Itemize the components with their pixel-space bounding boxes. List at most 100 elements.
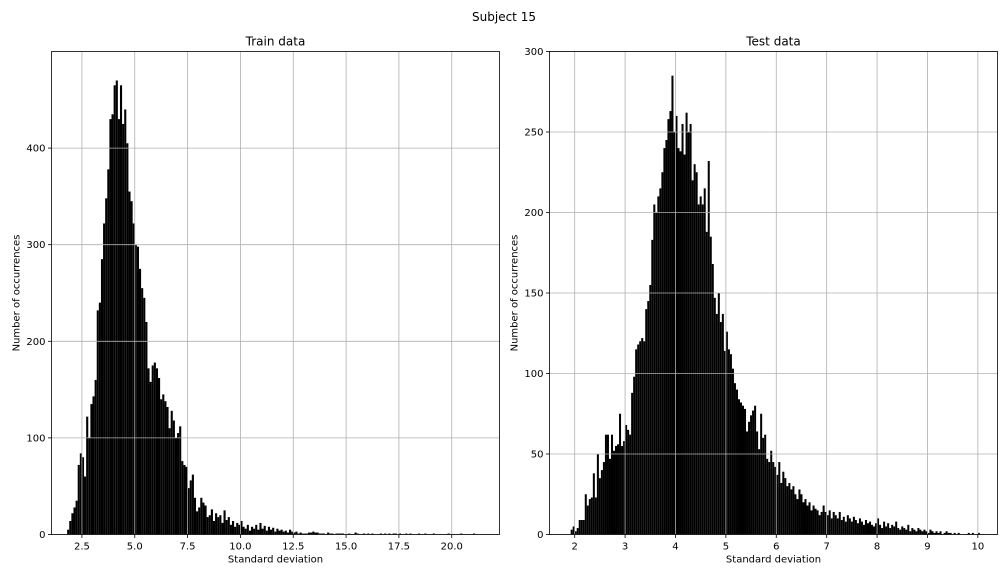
histogram-bar [329,533,332,535]
histogram-bar [800,494,803,535]
histogram-bar [189,480,192,535]
histogram-bar [850,521,853,535]
histogram-bar [191,474,194,535]
histogram-bar [223,510,226,535]
histogram-bar [229,524,232,535]
histogram-bar [327,532,330,535]
histogram-bar [582,520,585,535]
y-tick-label: 200 [524,208,543,219]
histogram-bar [802,502,805,535]
histogram-bar [826,515,829,535]
histogram-bar [615,445,618,535]
histogram-bar [804,499,807,535]
histogram-bar [735,389,738,535]
histogram-bar [193,497,197,535]
histogram-bar [98,302,101,535]
x-tick-label: 5 [723,542,729,553]
histogram-bar [758,449,761,535]
histogram-bar [576,528,579,535]
histogram-bar [848,518,851,535]
y-axis-label: Number of occurrences [510,235,521,352]
histogram-bar [312,531,315,535]
histogram-bar [919,529,922,535]
histogram-bar [879,524,882,535]
histogram-bar [621,445,624,535]
histogram-bar [852,516,855,535]
histogram-bar [69,520,72,535]
histogram-bar [604,434,607,535]
y-tick-label: 50 [531,450,544,461]
histogram-bar [113,85,116,535]
histogram-bar [875,523,878,535]
x-tick-label: 7 [823,542,829,553]
histogram-bar [812,505,815,535]
histogram-bar [633,376,636,535]
histogram-bar [280,529,283,535]
axes-title: Test data [745,35,800,49]
histogram-bar [158,378,161,535]
histogram-bar [447,533,450,535]
histogram-bar [136,246,139,535]
histogram-bar [909,531,912,535]
histogram-bar [719,321,722,535]
histogram-bar [147,368,150,535]
y-tick-label: 200 [26,337,45,348]
histogram-bar [608,458,611,535]
histogram-bar [625,425,628,535]
histogram-bar [179,426,182,535]
histogram-bar [643,341,646,535]
histogram-bar [303,533,306,535]
histogram-bar [107,169,110,535]
histogram-bar [162,394,165,535]
histogram-bar [623,441,626,535]
histogram-bar [899,529,902,535]
x-tick-label: 15.0 [335,542,357,553]
histogram-bar [665,140,668,535]
histogram-bar [778,462,781,535]
histogram-bar [685,112,688,535]
histogram-bar [891,524,894,535]
histogram-bar [971,532,974,535]
histogram-bar [822,505,825,535]
histogram-bar [911,528,914,535]
histogram-bar [707,160,710,535]
histogram-bar [725,331,728,535]
histogram-bar [854,520,857,535]
histogram-bar [818,515,821,535]
histogram-bar [265,530,268,535]
histogram-bar [348,533,351,535]
histogram-bar [572,526,575,535]
histogram-bar [746,431,749,535]
histogram-bar [917,528,920,535]
histogram-bar [472,533,475,535]
histogram-bar [305,533,309,535]
histogram-bar [86,416,89,535]
histogram-bar [238,524,241,535]
histogram-bar [744,408,747,535]
histogram-bar [580,520,583,535]
histogram-bar [629,434,632,535]
histogram-bar [301,533,304,535]
histogram-bar [820,511,823,535]
histogram-bar [221,522,224,535]
histogram-bar [887,523,890,535]
histogram-bar [217,517,220,535]
histogram-bar [206,517,209,535]
histogram-bar [90,404,93,535]
histogram-bar [227,517,230,535]
histogram-bar [293,532,296,535]
histogram-bar [164,401,167,535]
histogram-bar [935,531,938,535]
histogram-bar [617,444,620,535]
histogram-bar [103,223,106,535]
histogram-bar [124,109,127,535]
histogram-bar [215,513,218,535]
histogram-bar [460,533,463,535]
histogram-bar [219,515,222,535]
histogram-bar [750,415,753,535]
histogram-bar [967,532,970,535]
x-tick-label: 20.0 [441,542,463,553]
histogram-bar [687,132,690,535]
histogram-bar [824,511,827,535]
histogram-bar [697,204,700,535]
